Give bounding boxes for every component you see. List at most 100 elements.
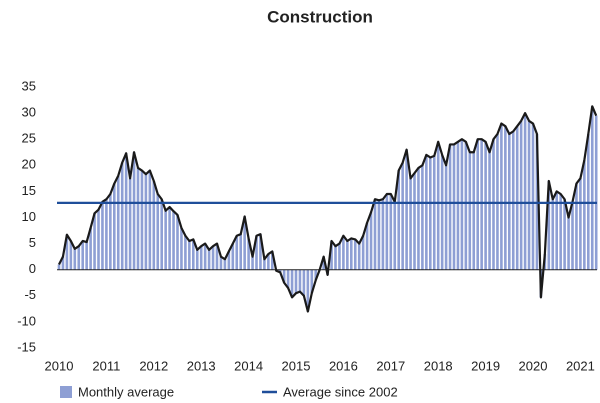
bar: [207, 249, 211, 270]
y-tick-label: 35: [22, 78, 36, 93]
bar: [93, 213, 96, 270]
y-tick-label: 15: [22, 183, 36, 198]
bar: [199, 246, 203, 270]
y-tick-label: 20: [22, 157, 36, 172]
chart-title: Construction: [267, 7, 373, 26]
bar: [519, 120, 523, 270]
y-tick-label: -5: [24, 287, 36, 302]
bar: [203, 243, 207, 270]
bar: [476, 139, 479, 270]
bar: [452, 144, 456, 270]
bar: [255, 235, 258, 270]
bar: [373, 199, 377, 270]
bar: [235, 235, 239, 270]
bar: [523, 113, 527, 270]
bar: [421, 165, 424, 270]
bar: [192, 239, 195, 270]
bar: [436, 141, 440, 270]
bar: [531, 123, 535, 270]
x-tick-label: 2010: [45, 358, 74, 373]
bar: [195, 249, 199, 270]
bar: [148, 170, 152, 270]
x-tick-label: 2014: [234, 358, 263, 373]
bar: [57, 264, 61, 270]
bar: [488, 152, 491, 270]
x-tick-label: 2017: [376, 358, 405, 373]
bar: [290, 269, 294, 298]
x-tick-label: 2019: [471, 358, 500, 373]
bar: [468, 152, 472, 270]
bar: [444, 165, 448, 270]
bar: [464, 141, 468, 270]
bar: [401, 162, 404, 270]
legend-label: Average since 2002: [283, 384, 398, 399]
bar: [357, 243, 361, 270]
bar: [113, 183, 116, 270]
bar: [353, 239, 357, 270]
y-tick-label: -10: [17, 313, 36, 328]
bar: [239, 234, 242, 270]
x-tick-label: 2011: [92, 358, 120, 373]
bar: [109, 194, 112, 270]
y-tick-label: 25: [22, 131, 36, 146]
bar: [132, 152, 136, 270]
bar: [172, 211, 175, 270]
bar: [559, 194, 562, 270]
bar: [184, 235, 187, 270]
bar: [282, 269, 286, 283]
bar: [156, 194, 160, 270]
bar: [243, 216, 246, 270]
bar: [547, 180, 551, 270]
bar: [180, 227, 183, 270]
bar: [571, 201, 574, 270]
bar: [160, 199, 163, 270]
bar: [429, 157, 432, 270]
bar: [251, 256, 254, 270]
bar: [310, 269, 314, 294]
bar: [515, 126, 519, 270]
y-tick-label: 30: [22, 105, 36, 120]
bar: [590, 106, 594, 270]
y-tick-label: 10: [22, 209, 36, 224]
bar: [500, 123, 503, 270]
bar: [97, 209, 100, 270]
bar: [85, 242, 88, 270]
bar: [361, 235, 365, 270]
bar: [492, 139, 495, 270]
bar: [594, 115, 598, 270]
bar: [365, 222, 369, 270]
bar: [302, 269, 306, 296]
bar: [101, 201, 104, 270]
y-tick-label: -15: [17, 339, 36, 354]
bar: [227, 251, 231, 270]
bar: [338, 243, 341, 270]
bar: [286, 269, 290, 288]
bar: [511, 131, 515, 270]
bar: [144, 174, 148, 270]
bar: [128, 178, 132, 270]
bar: [152, 180, 156, 270]
bar: [583, 160, 586, 270]
monthly-line: [58, 105, 598, 313]
bar: [480, 139, 483, 270]
x-tick-label: 2013: [187, 358, 216, 373]
bar: [105, 199, 108, 270]
bar: [393, 201, 397, 270]
bar: [120, 162, 124, 270]
bar: [405, 149, 408, 270]
bar: [211, 246, 215, 270]
bar: [381, 199, 385, 270]
legend-label: Monthly average: [78, 384, 174, 399]
bar: [278, 269, 282, 273]
bar: [397, 170, 400, 270]
x-tick-label: 2021: [566, 358, 595, 373]
x-tick-label: 2015: [282, 358, 311, 373]
x-tick-label: 2012: [139, 358, 168, 373]
x-tick-label: 2020: [519, 358, 548, 373]
bar: [306, 269, 310, 312]
bar: [413, 173, 416, 270]
bar: [247, 238, 250, 270]
bar: [432, 155, 436, 270]
bar: [575, 183, 578, 270]
